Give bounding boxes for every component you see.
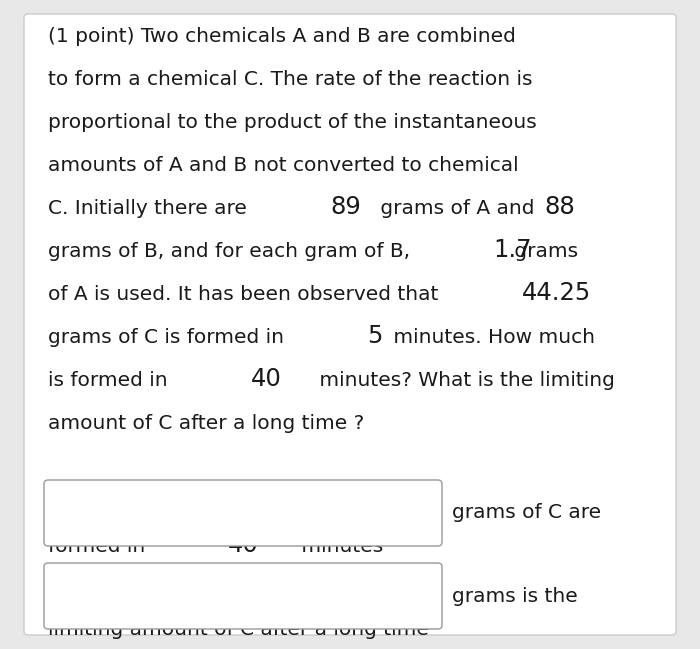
Text: of A is used. It has been observed that: of A is used. It has been observed that: [48, 285, 445, 304]
Text: grams: grams: [508, 242, 578, 261]
FancyBboxPatch shape: [44, 480, 442, 546]
Text: 88: 88: [545, 195, 575, 219]
Text: amounts of A and B not converted to chemical: amounts of A and B not converted to chem…: [48, 156, 519, 175]
FancyBboxPatch shape: [24, 14, 676, 635]
Text: 40: 40: [228, 533, 259, 557]
Text: minutes: minutes: [295, 537, 384, 556]
Text: 40: 40: [251, 367, 281, 391]
Text: 89: 89: [330, 195, 360, 219]
Text: minutes? What is the limiting: minutes? What is the limiting: [313, 371, 615, 390]
Text: C. Initially there are: C. Initially there are: [48, 199, 253, 218]
Text: 44.25: 44.25: [522, 281, 591, 305]
Text: 1.7: 1.7: [494, 238, 532, 262]
Text: 5: 5: [367, 324, 382, 348]
Text: grams of C are: grams of C are: [452, 504, 601, 522]
Text: is formed in: is formed in: [48, 371, 174, 390]
FancyBboxPatch shape: [44, 563, 442, 629]
Text: proportional to the product of the instantaneous: proportional to the product of the insta…: [48, 113, 537, 132]
Text: limiting amount of C after a long time: limiting amount of C after a long time: [48, 620, 429, 639]
Text: grams is the: grams is the: [452, 587, 578, 606]
Text: (1 point) Two chemicals A and B are combined: (1 point) Two chemicals A and B are comb…: [48, 27, 516, 46]
Text: minutes. How much: minutes. How much: [387, 328, 596, 347]
Text: grams of C is formed in: grams of C is formed in: [48, 328, 290, 347]
Text: formed in: formed in: [48, 537, 152, 556]
Text: grams of B, and for each gram of B,: grams of B, and for each gram of B,: [48, 242, 416, 261]
Text: amount of C after a long time ?: amount of C after a long time ?: [48, 414, 364, 433]
Text: to form a chemical C. The rate of the reaction is: to form a chemical C. The rate of the re…: [48, 70, 533, 89]
Text: grams of A and: grams of A and: [374, 199, 541, 218]
